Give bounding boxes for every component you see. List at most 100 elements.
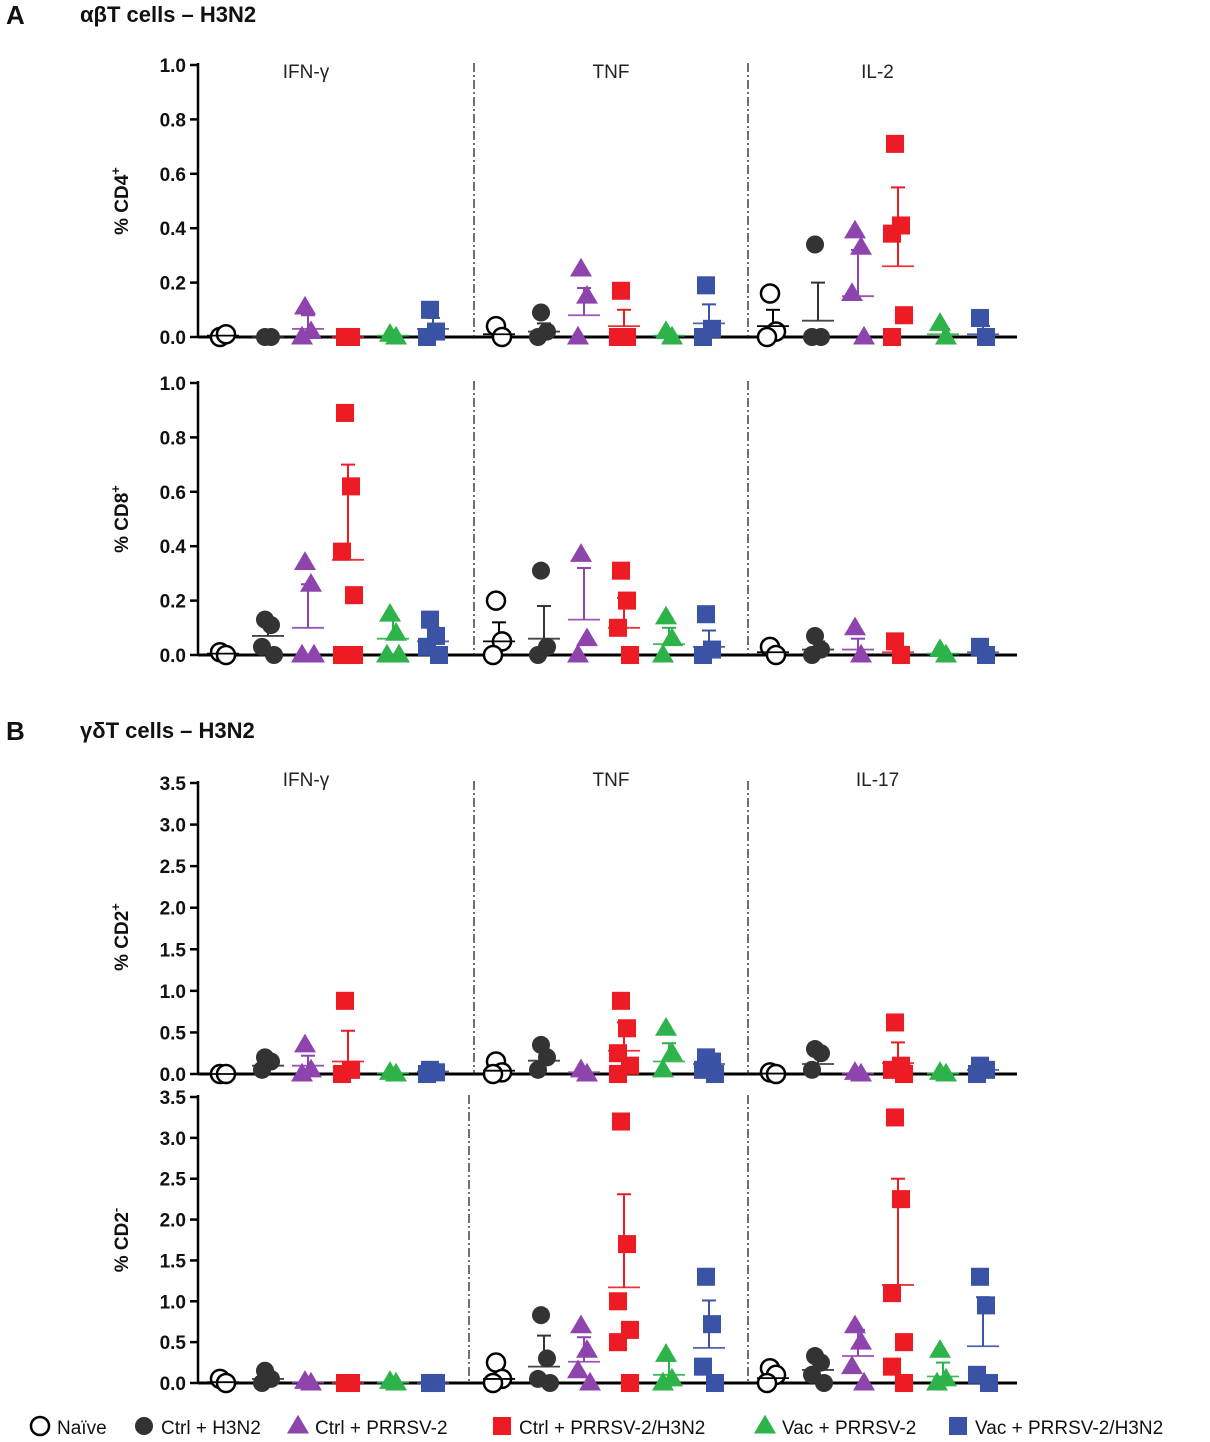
data-point — [976, 645, 996, 665]
data-point — [882, 1357, 902, 1376]
data-point — [693, 327, 713, 347]
category-label: IL-17 — [856, 770, 899, 791]
data-point — [844, 616, 866, 636]
data-point — [841, 1355, 863, 1375]
data-point — [300, 1371, 322, 1391]
data-point — [655, 1343, 677, 1362]
y-tick-label: 1.0 — [160, 1292, 186, 1313]
data-point — [702, 1315, 722, 1334]
y-tick-label: 0.0 — [160, 328, 186, 349]
data-point — [332, 1064, 352, 1084]
data-point — [926, 1371, 948, 1391]
data-point — [894, 1333, 914, 1352]
data-point — [894, 1064, 914, 1084]
data-point — [693, 1357, 713, 1376]
data-point — [531, 1306, 551, 1325]
data-point — [420, 300, 440, 319]
data-point — [929, 312, 951, 331]
cd8-plot: 0.0 0.2 0.4 0.6 0.8 1.0 % CD8+ — [108, 374, 1017, 667]
data-point — [570, 1314, 592, 1334]
data-point — [705, 1064, 725, 1084]
data-point — [882, 1284, 902, 1303]
data-point — [850, 643, 872, 663]
data-point — [429, 645, 449, 665]
data-point — [294, 295, 316, 315]
data-point — [570, 543, 592, 562]
data-point — [385, 1062, 407, 1082]
data-point — [291, 325, 313, 345]
data-point — [300, 573, 322, 592]
data-point — [655, 1017, 677, 1036]
y-tick-label: 0.6 — [160, 165, 186, 186]
y-tick-label: 0.0 — [160, 1065, 186, 1086]
data-point — [482, 1372, 504, 1394]
data-point — [696, 1267, 716, 1286]
data-point — [531, 561, 551, 580]
data-point — [576, 1339, 598, 1358]
data-point — [765, 644, 787, 666]
y-tick-label: 0.6 — [160, 483, 186, 504]
y-tick-label: 0.2 — [160, 592, 186, 613]
data-point — [332, 542, 352, 561]
data-point — [215, 324, 237, 345]
data-point — [894, 1373, 914, 1393]
data-point — [531, 303, 551, 322]
y-tick-label: 0.5 — [160, 1023, 187, 1044]
data-point — [811, 1044, 831, 1063]
category-label: TNF — [593, 770, 630, 791]
y-tick-label: 0.0 — [160, 1374, 186, 1395]
data-point — [252, 1060, 272, 1079]
y-axis-title: % CD2- — [108, 1208, 133, 1273]
data-point — [252, 1373, 272, 1393]
data-point — [885, 134, 905, 153]
legend-marker — [29, 1415, 51, 1437]
data-point — [652, 1058, 674, 1078]
data-point — [802, 1060, 822, 1079]
data-point — [844, 1314, 866, 1334]
data-point — [853, 325, 875, 345]
y-tick-label: 3.5 — [160, 774, 187, 795]
data-point — [335, 991, 355, 1010]
y-tick-label: 3.0 — [160, 1129, 186, 1150]
legend-label: Ctrl + H3N2 — [161, 1418, 261, 1439]
data-point — [611, 1112, 631, 1131]
data-point — [617, 591, 637, 610]
legend-item: Ctrl + PRRSV-2 — [287, 1414, 448, 1439]
data-point — [576, 284, 598, 304]
y-tick-label: 3.5 — [160, 1088, 187, 1109]
data-point — [567, 1359, 589, 1379]
data-point — [976, 1296, 996, 1315]
legend-label: Ctrl + PRRSV-2/H3N2 — [519, 1418, 705, 1439]
y-tick-label: 2.5 — [160, 857, 187, 878]
data-point — [970, 1267, 990, 1286]
y-tick-label: 0.4 — [160, 537, 187, 558]
data-point — [261, 616, 281, 635]
y-axis-title: % CD8+ — [108, 485, 133, 553]
y-axis-title: % CD2+ — [108, 903, 133, 971]
data-point — [802, 645, 822, 665]
y-tick-label: 0.2 — [160, 274, 186, 295]
data-point — [291, 1062, 313, 1082]
y-tick-label: 0.8 — [160, 110, 186, 131]
data-point — [814, 1373, 834, 1393]
y-tick-label: 2.5 — [160, 1170, 187, 1191]
legend-item: Vac + PRRSV-2 — [754, 1414, 916, 1439]
data-point — [976, 327, 996, 347]
data-point — [611, 281, 631, 300]
data-point — [661, 1041, 683, 1061]
data-point — [967, 1064, 987, 1084]
data-point — [655, 605, 677, 625]
data-point — [696, 276, 716, 295]
data-point — [705, 1373, 725, 1393]
data-point — [385, 622, 407, 641]
data-point — [885, 1013, 905, 1032]
data-point — [608, 327, 628, 347]
data-point — [652, 1371, 674, 1391]
data-point — [482, 644, 504, 666]
y-tick-label: 2.0 — [160, 899, 186, 920]
data-point — [759, 283, 781, 304]
data-point — [970, 308, 990, 327]
data-point — [579, 1371, 601, 1391]
data-point — [491, 326, 513, 348]
